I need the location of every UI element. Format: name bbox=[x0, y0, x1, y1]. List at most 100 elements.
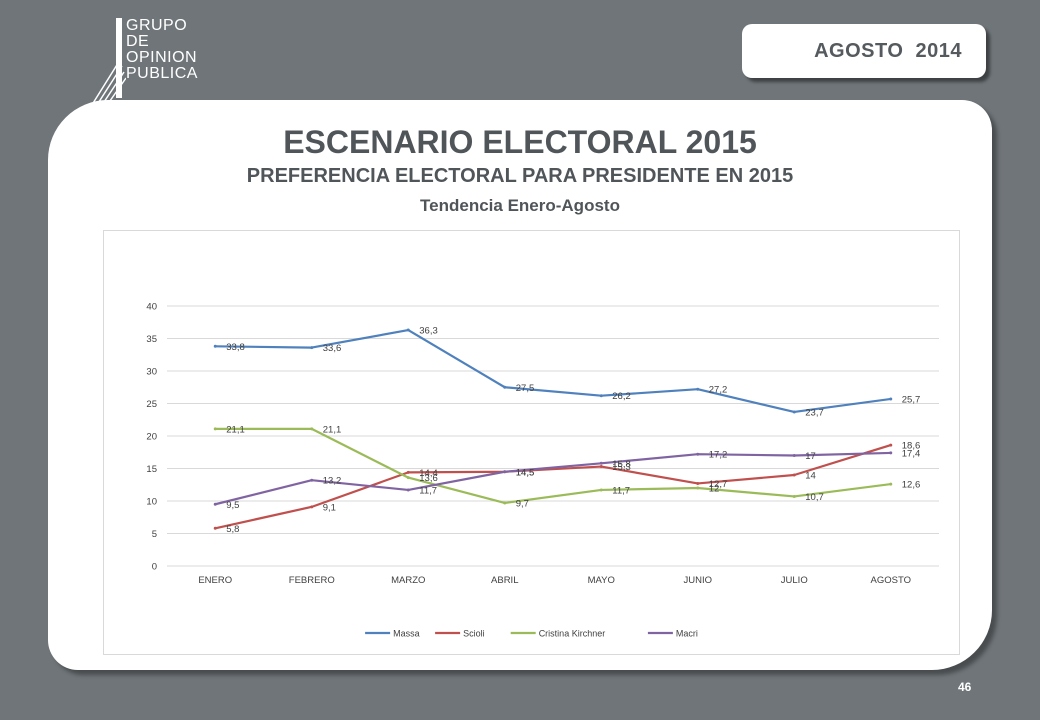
logo-bar bbox=[116, 18, 122, 98]
data-label: 25,7 bbox=[902, 394, 921, 405]
y-tick-label: 0 bbox=[152, 562, 157, 573]
data-label: 12,6 bbox=[902, 480, 921, 491]
y-tick-label: 30 bbox=[146, 367, 157, 378]
data-point bbox=[889, 482, 893, 486]
data-label: 14 bbox=[805, 471, 816, 482]
data-label: 14,5 bbox=[516, 467, 535, 478]
data-label: 18,6 bbox=[902, 441, 921, 452]
data-point bbox=[310, 505, 314, 509]
data-label: 13,2 bbox=[323, 476, 342, 487]
data-label: 27,2 bbox=[709, 385, 728, 396]
legend-label: Macri bbox=[676, 629, 698, 639]
data-point bbox=[213, 427, 217, 431]
data-label: 11,7 bbox=[419, 485, 437, 496]
page-title: ESCENARIO ELECTORAL 2015 bbox=[283, 124, 757, 160]
data-label: 14,4 bbox=[419, 468, 438, 479]
data-point bbox=[696, 452, 700, 456]
page-subsubtitle: Tendencia Enero-Agosto bbox=[420, 196, 620, 215]
y-tick-label: 35 bbox=[146, 334, 157, 345]
data-point bbox=[503, 501, 507, 505]
x-tick-label: JUNIO bbox=[684, 575, 713, 586]
data-point bbox=[406, 488, 410, 492]
data-point bbox=[599, 465, 603, 469]
legend-label: Massa bbox=[393, 629, 420, 639]
data-point bbox=[310, 478, 314, 482]
data-label: 17,4 bbox=[902, 448, 921, 459]
data-point bbox=[696, 481, 700, 485]
data-point bbox=[599, 488, 603, 492]
data-label: 15,3 bbox=[612, 462, 631, 473]
data-label: 12 bbox=[709, 484, 720, 495]
data-label: 26,2 bbox=[612, 391, 631, 402]
data-label: 13,6 bbox=[419, 473, 438, 484]
data-label: 21,1 bbox=[226, 424, 245, 435]
x-tick-label: JULIO bbox=[781, 575, 808, 586]
x-tick-label: ENERO bbox=[198, 575, 232, 586]
data-point bbox=[406, 470, 410, 474]
legend-label: Cristina Kirchner bbox=[539, 629, 606, 639]
y-tick-label: 10 bbox=[146, 497, 157, 508]
y-tick-label: 5 bbox=[152, 529, 157, 540]
y-tick-label: 15 bbox=[146, 464, 157, 475]
data-label: 17 bbox=[805, 451, 816, 462]
data-point bbox=[406, 328, 410, 332]
logo-line: OPINION bbox=[126, 49, 198, 66]
logo-line: GRUPO bbox=[126, 17, 188, 34]
data-point bbox=[792, 410, 796, 414]
x-tick-label: MAYO bbox=[588, 575, 615, 586]
data-point bbox=[213, 526, 217, 530]
x-tick-label: FEBRERO bbox=[289, 575, 335, 586]
data-label: 12,7 bbox=[709, 479, 728, 490]
data-point bbox=[406, 476, 410, 480]
data-point bbox=[310, 427, 314, 431]
y-tick-label: 20 bbox=[146, 432, 157, 443]
data-point bbox=[889, 397, 893, 401]
data-point bbox=[889, 451, 893, 455]
data-point bbox=[213, 344, 217, 348]
x-tick-label: AGOSTO bbox=[871, 575, 911, 586]
data-label: 15,8 bbox=[612, 459, 631, 470]
data-label: 21,1 bbox=[323, 424, 342, 435]
data-point bbox=[213, 502, 217, 506]
date-badge-text: AGOSTO 2014 bbox=[814, 39, 962, 62]
logo: GRUPO DE OPINION PUBLICA bbox=[86, 10, 226, 110]
data-point bbox=[310, 346, 314, 350]
y-tick-label: 25 bbox=[146, 399, 157, 410]
logo-line: PUBLICA bbox=[126, 65, 198, 82]
data-label: 11,7 bbox=[612, 485, 630, 496]
data-label: 17,2 bbox=[709, 450, 728, 461]
data-label: 10,7 bbox=[805, 492, 824, 503]
y-tick-label: 40 bbox=[146, 302, 157, 313]
data-point bbox=[696, 387, 700, 391]
data-point bbox=[792, 494, 796, 498]
data-point bbox=[599, 461, 603, 465]
data-label: 5,8 bbox=[226, 524, 239, 535]
series-line bbox=[215, 427, 891, 505]
data-label: 9,7 bbox=[516, 498, 529, 509]
x-tick-label: MARZO bbox=[391, 575, 425, 586]
data-point bbox=[599, 394, 603, 398]
data-label: 36,3 bbox=[419, 326, 438, 337]
legend-label: Scioli bbox=[463, 629, 485, 639]
data-label: 33,6 bbox=[323, 343, 342, 354]
logo-text: GRUPO DE OPINION PUBLICA bbox=[126, 18, 198, 82]
page-number: 46 bbox=[958, 680, 972, 694]
logo-line: DE bbox=[126, 33, 150, 50]
series-line bbox=[214, 451, 891, 506]
data-point bbox=[792, 473, 796, 477]
chart-container: 0 5 10 15 20 25 30 35 40 ENERO FEBRERO MARZO ABRIL MA… bbox=[103, 230, 960, 655]
data-point bbox=[696, 486, 700, 490]
data-point bbox=[792, 454, 796, 457]
data-point bbox=[503, 470, 507, 474]
data-point bbox=[889, 443, 893, 447]
data-point bbox=[503, 385, 507, 389]
data-label: 33,8 bbox=[226, 342, 245, 353]
series-line bbox=[215, 444, 892, 530]
data-label: 9,5 bbox=[226, 500, 239, 511]
series-line bbox=[215, 328, 891, 414]
line-chart: 0 5 10 15 20 25 30 35 40 ENERO FEBRERO MARZO ABRIL MA… bbox=[146, 302, 939, 639]
data-label: 9,1 bbox=[323, 502, 336, 513]
date-badge: AGOSTO 2014 bbox=[742, 24, 986, 78]
x-tick-label: ABRIL bbox=[491, 575, 518, 586]
data-label: 23,7 bbox=[805, 407, 824, 418]
